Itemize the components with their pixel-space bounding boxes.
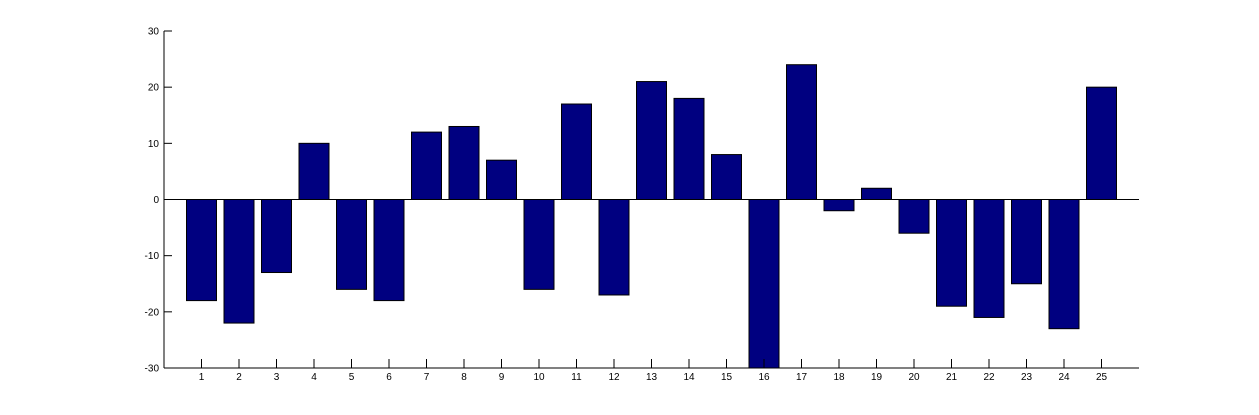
bar-21 <box>936 199 967 307</box>
bar-12 <box>598 199 630 296</box>
x-tick-label: 20 <box>908 372 920 383</box>
y-tick-label: -20 <box>145 307 160 318</box>
bar-15 <box>711 154 742 200</box>
x-tick-label: 12 <box>608 372 620 383</box>
bar-6 <box>373 199 405 302</box>
bar-13 <box>636 81 667 200</box>
x-tick-label: 22 <box>983 372 995 383</box>
bar-23 <box>1011 199 1042 285</box>
x-tick-label: 16 <box>758 372 770 383</box>
bar-4 <box>298 142 330 200</box>
x-tick-label: 5 <box>349 372 355 383</box>
x-tick-label: 4 <box>311 372 317 383</box>
y-tick-label: 10 <box>148 139 160 150</box>
y-tick-label: -10 <box>145 251 160 262</box>
bar-3 <box>261 199 292 274</box>
x-tick-label: 8 <box>461 372 467 383</box>
x-tick-label: 14 <box>683 372 695 383</box>
x-tick-label: 15 <box>721 372 733 383</box>
x-tick-label: 1 <box>199 372 205 383</box>
bar-20 <box>898 199 930 234</box>
bar-1 <box>186 199 217 302</box>
y-tick-label: 20 <box>148 83 160 94</box>
bar-9 <box>486 159 517 200</box>
bar-16 <box>748 199 780 369</box>
bars-layer <box>186 64 1117 369</box>
bar-11 <box>561 103 592 200</box>
bar-5 <box>336 199 367 290</box>
bar-24 <box>1048 199 1080 330</box>
x-tick-label: 18 <box>833 372 845 383</box>
x-tick-label: 21 <box>946 372 958 383</box>
axes-layer <box>163 30 1139 369</box>
bar-10 <box>523 199 555 290</box>
x-tick-label: 17 <box>796 372 808 383</box>
x-tick-label: 13 <box>646 372 658 383</box>
bar-22 <box>973 199 1005 318</box>
bar-17 <box>786 64 817 200</box>
x-tick-label: 11 <box>571 372 582 383</box>
bar-18 <box>823 199 855 212</box>
x-tick-label: 10 <box>533 372 545 383</box>
y-tick-label: -30 <box>145 364 160 375</box>
x-tick-label: 6 <box>386 372 392 383</box>
x-tick-label: 9 <box>499 372 505 383</box>
bar-8 <box>448 125 480 200</box>
x-tick-label: 23 <box>1021 372 1033 383</box>
y-tick-label: 0 <box>153 195 159 206</box>
x-tick-label: 2 <box>236 372 242 383</box>
y-tick-label: 30 <box>148 27 160 38</box>
bar-7 <box>411 131 442 201</box>
x-tick-label: 7 <box>424 372 430 383</box>
x-tick-label: 19 <box>871 372 883 383</box>
x-tick-label: 25 <box>1096 372 1108 383</box>
bar-25 <box>1086 86 1117 200</box>
bar-19 <box>861 187 892 200</box>
bar-2 <box>223 199 255 324</box>
bar-14 <box>673 97 705 200</box>
x-tick-label: 24 <box>1058 372 1070 383</box>
x-tick-label: 3 <box>274 372 280 383</box>
